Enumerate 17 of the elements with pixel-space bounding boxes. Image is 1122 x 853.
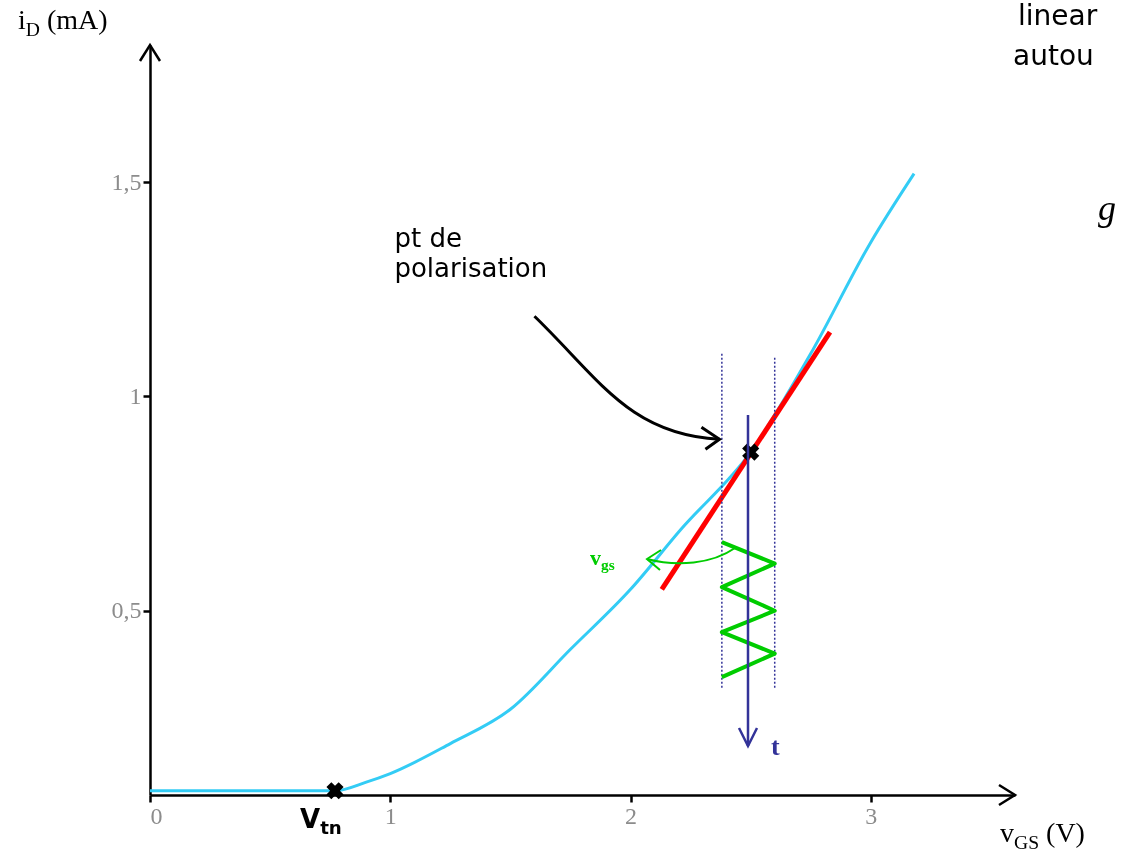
line-series bbox=[719, 540, 777, 680]
text: g bbox=[1098, 188, 1116, 230]
annotation: t bbox=[771, 732, 780, 762]
y-tick-label: 1 bbox=[129, 382, 142, 409]
annotation: v$_{gs}$ bbox=[590, 545, 615, 575]
annotation: pt de polarisation bbox=[394, 223, 548, 285]
x-tick-label: 0 bbox=[150, 802, 163, 829]
annotation: autou bbox=[1013, 39, 1094, 73]
x-tick-label: 2 bbox=[625, 802, 638, 829]
x-tick-label: 1 bbox=[384, 802, 397, 829]
y-tick-label: 0,5 bbox=[111, 597, 142, 624]
x-axis-title: v$_{GS}$ (V) bbox=[1000, 817, 1085, 853]
y-tick-label: 1,5 bbox=[111, 168, 142, 195]
y-axis-title: i$_{D}$ (mA) bbox=[18, 4, 108, 42]
annotation: V$_{tn}$ bbox=[300, 803, 342, 839]
x-tick-label: 3 bbox=[865, 802, 878, 829]
text: linear bbox=[1018, 0, 1098, 33]
